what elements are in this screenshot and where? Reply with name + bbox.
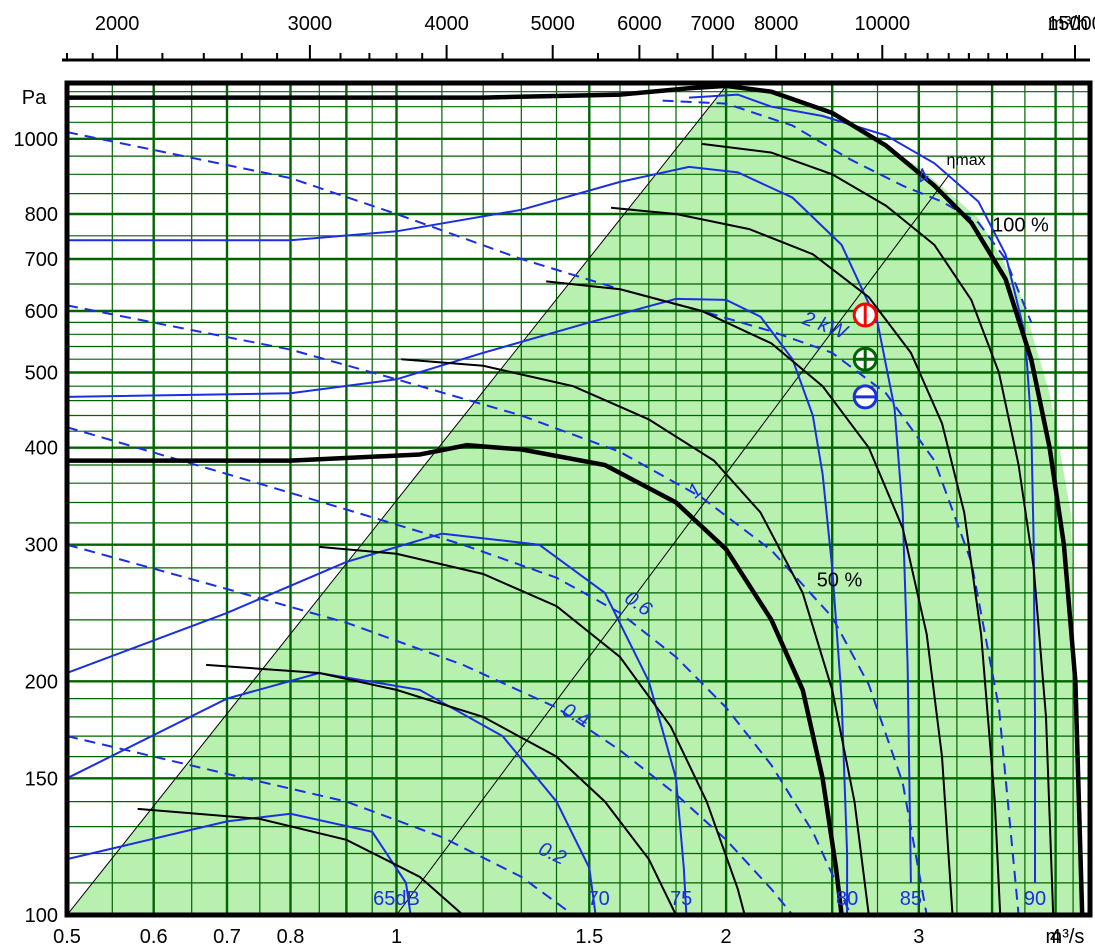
top-tick-label: 6000 (617, 13, 662, 35)
pressure-curve-max (67, 83, 1085, 915)
top-tick-label: 8000 (754, 13, 799, 35)
sound-curve-0 (67, 812, 412, 915)
top-tick-label: 4000 (424, 13, 469, 35)
y-tick-label: 100 (25, 905, 58, 927)
x-tick-label: 4 (1050, 926, 1061, 948)
x-tick-label: 0.8 (277, 926, 305, 948)
pressure-curve-4 (546, 280, 954, 915)
labels-layer: 20003000400050006000700080001000015000m³… (14, 13, 1095, 948)
top-tick-label: 10000 (854, 13, 910, 35)
y-tick-label: 700 (25, 249, 58, 271)
x-tick-label: 1 (391, 926, 402, 948)
x-axis-unit: m³/s (1046, 926, 1085, 948)
pressure-curve-3 (610, 206, 1002, 915)
frame-layer (62, 58, 1093, 918)
point-blue (852, 384, 878, 410)
sound-curve-label: 90 (1024, 888, 1046, 910)
x-tick-label: 1.5 (575, 926, 603, 948)
sound-curve-label: 65dB (373, 888, 420, 910)
x-tick-label: 0.7 (213, 926, 241, 948)
sound-curve-2 (67, 532, 688, 915)
sound-curve-4 (67, 165, 912, 883)
top-tick-label: 2000 (95, 13, 140, 35)
region-operating-range (67, 85, 1083, 915)
power-curve-1 (67, 543, 794, 915)
pressure-curve-8 (206, 663, 677, 915)
sound-curve-label: 80 (836, 888, 858, 910)
y-tick-label: 500 (25, 363, 58, 385)
sound-curve-label: 70 (588, 888, 610, 910)
plot-frame (64, 80, 1093, 918)
sound-curve-5 (688, 93, 1036, 883)
sound-curve-label: 75 (670, 888, 692, 910)
operating-points-layer (852, 302, 878, 410)
pressure-curve-50pct (67, 442, 844, 915)
power-curve-5 (662, 99, 1033, 323)
point-green (852, 346, 878, 372)
y-axis-unit: Pa (22, 87, 47, 109)
y-tick-label: 600 (25, 301, 58, 323)
y-tick-label: 200 (25, 671, 58, 693)
power-curve-0 (67, 735, 574, 915)
x-tick-label: 2 (721, 926, 732, 948)
power-curve-3 (67, 304, 928, 915)
system-line-left (67, 85, 727, 915)
top-tick-label: 7000 (690, 13, 735, 35)
y-tick-label: 400 (25, 438, 58, 460)
system-line-eta-max (396, 174, 950, 915)
top-axis-unit: m³/h (1048, 13, 1088, 35)
pressure-curve-9 (137, 807, 464, 915)
y-tick-label: 150 (25, 768, 58, 790)
curves-layer (67, 83, 1085, 915)
top-tick-label: 5000 (530, 13, 575, 35)
annotation-label: 50 % (817, 570, 863, 592)
top-tick-label: 15000 (1047, 13, 1095, 35)
operating-region-layer (67, 85, 1083, 915)
sound-curve-3 (67, 297, 849, 915)
x-tick-label: 0.5 (53, 926, 81, 948)
guide-lines-layer (67, 85, 950, 915)
y-tick-label: 800 (25, 204, 58, 226)
point-red (852, 302, 878, 328)
pressure-curve-2 (701, 142, 1055, 915)
x-tick-label: 0.6 (140, 926, 168, 948)
x-tick-label: 3 (913, 926, 924, 948)
sound-curve-label: 85 (900, 888, 922, 910)
pressure-curve-6 (401, 358, 870, 915)
sound-curve-1 (67, 671, 597, 915)
y-tick-label: 300 (25, 535, 58, 557)
power-curve-2 (67, 426, 852, 915)
ticks-layer (66, 45, 1076, 60)
pressure-curve-7 (319, 545, 746, 915)
annotation-label: ηmax (947, 152, 986, 169)
y-tick-label: 1000 (14, 129, 59, 151)
annotation-label: 100 % (992, 214, 1049, 236)
top-tick-label: 3000 (288, 13, 333, 35)
